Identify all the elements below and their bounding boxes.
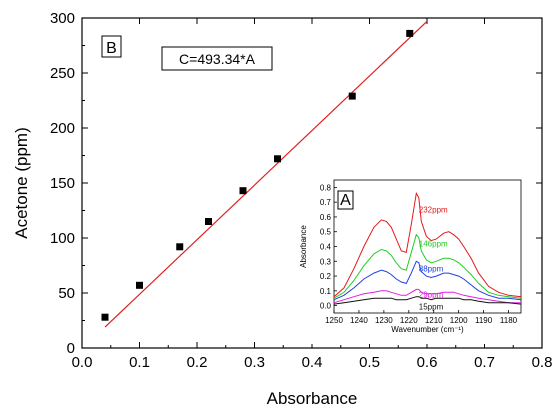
data-point [274,155,281,163]
inset-panel-label-box [337,190,354,210]
inset-y-tick-label: 0.0 [320,302,332,311]
inset-y-tick-label: 0.2 [320,272,332,281]
inset-x-tick-label: 1180 [500,316,518,325]
data-point [176,243,184,251]
y-tick-label: 300 [50,10,75,27]
inset-y-tick-label: 0.6 [320,213,332,222]
inset-series-line-29ppm [333,288,521,304]
x-axis-title: Absorbance [267,389,358,408]
inset-series-line-232ppm [333,191,522,298]
inset-x-tick-label: 1210 [425,316,443,325]
inset-y-tick-label: 0.8 [320,183,332,192]
inset-x-tick-label: 1250 [325,316,343,325]
inset-curve-label: 88ppm [419,265,444,274]
y-tick-label: 50 [58,285,75,302]
x-tick-label: 0.0 [72,354,93,371]
data-point [205,218,212,225]
inset-y-tick-label: 0.1 [320,287,332,296]
x-tick-label: 0.5 [359,354,380,371]
x-tick-label: 0.4 [302,354,323,371]
data-point [406,29,414,37]
inset-y-tick-label: 0.4 [320,243,332,252]
data-point [136,281,143,289]
inset-series-line-88ppm [333,260,522,301]
inset-y-tick-label: 0.3 [320,257,332,266]
x-tick-label: 0.2 [187,354,208,371]
inset-curve-label: 15ppm [419,302,444,311]
data-point [348,92,356,100]
x-tick-label: 0.3 [244,354,265,371]
equation-box [161,46,273,71]
y-tick-label: 0 [67,340,75,357]
inset-x-tick-label: 1230 [375,316,393,325]
y-tick-label: 200 [50,120,75,137]
inset-series-line-15ppm [333,296,522,305]
inset-x-tick-label: 1240 [350,316,368,325]
inset-curve-label: 146ppm [419,240,448,249]
inset-curve-label: 29ppm [419,290,444,299]
y-tick-label: 150 [50,175,75,192]
data-point [239,187,247,195]
main-chart: 0.0 0.1 0.2 0.3 0.4 0.5 0.6 0.7 0.8 0 50 100 150 200 2… [12,10,552,408]
panel-label-box [101,35,122,58]
inset-x-tick-label: 1190 [475,316,493,325]
inset-x-tick-label: 1200 [450,316,468,325]
y-axis-title: Acetone (ppm) [12,127,31,239]
y-tick-label: 100 [50,230,75,247]
inset-x-tick-label: 1220 [400,316,418,325]
panel-label: B [106,40,117,57]
inset-y-tick-label: 0.7 [320,198,332,207]
y-tick-label: 250 [50,65,75,82]
inset-y-axis-title: Absorbance [299,225,308,268]
inset-panel-label: A [340,192,351,209]
inset-chart: 1250 1240 1230 1220 1210 1200 1190 1180 0.0 0.1 0.… [298,174,526,344]
x-tick-label: 0.7 [474,354,495,371]
inset-y-tick-label: 0.5 [320,228,332,237]
data-point [101,313,109,321]
inset-x-axis-title: Wavenumber (cm⁻¹) [391,325,464,334]
inset-curve-label: 232ppm [419,206,448,215]
x-tick-label: 0.1 [129,354,150,371]
inset-series-line-146ppm [333,233,522,299]
fit-line [104,20,428,328]
fit-equation: C=493.34*A [179,51,256,67]
x-tick-label: 0.6 [417,354,438,371]
x-tick-label: 0.8 [532,354,553,371]
